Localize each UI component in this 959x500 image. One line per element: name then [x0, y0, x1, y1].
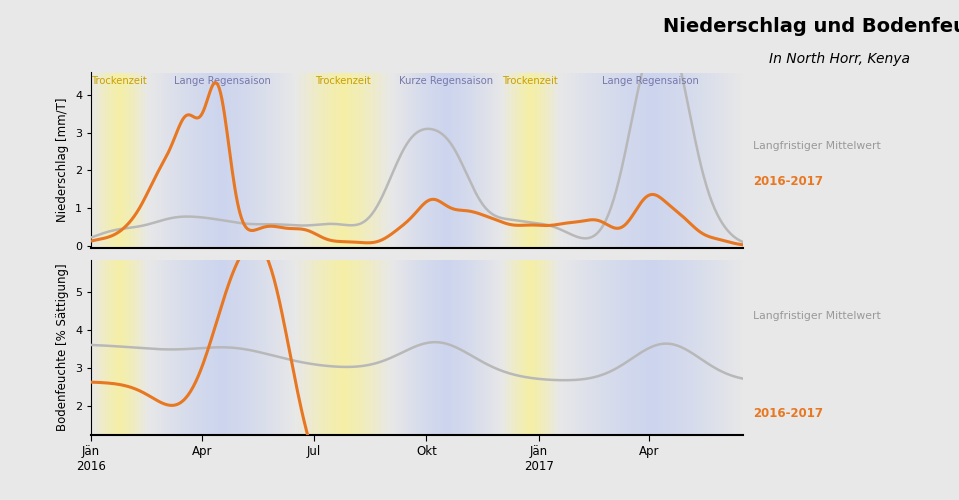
Text: Langfristiger Mittelwert: Langfristiger Mittelwert — [753, 141, 880, 151]
Text: Langfristiger Mittelwert: Langfristiger Mittelwert — [753, 311, 880, 321]
Text: In North Horr, Kenya: In North Horr, Kenya — [768, 52, 910, 66]
Y-axis label: Niederschlag [mm/T]: Niederschlag [mm/T] — [57, 98, 69, 222]
Text: Trockenzeit: Trockenzeit — [91, 76, 147, 86]
Text: Trockenzeit: Trockenzeit — [316, 76, 371, 86]
Text: Trockenzeit: Trockenzeit — [503, 76, 558, 86]
Text: 2016-2017: 2016-2017 — [753, 174, 823, 188]
Text: Lange Regensaison: Lange Regensaison — [602, 76, 699, 86]
Text: 2016-2017: 2016-2017 — [753, 408, 823, 420]
Y-axis label: Bodenfeuchte [% Sättigung]: Bodenfeuchte [% Sättigung] — [57, 264, 69, 432]
Text: Lange Regensaison: Lange Regensaison — [174, 76, 270, 86]
Text: Niederschlag und Bodenfeuchte: Niederschlag und Bodenfeuchte — [663, 18, 959, 36]
Text: Kurze Regensaison: Kurze Regensaison — [399, 76, 493, 86]
